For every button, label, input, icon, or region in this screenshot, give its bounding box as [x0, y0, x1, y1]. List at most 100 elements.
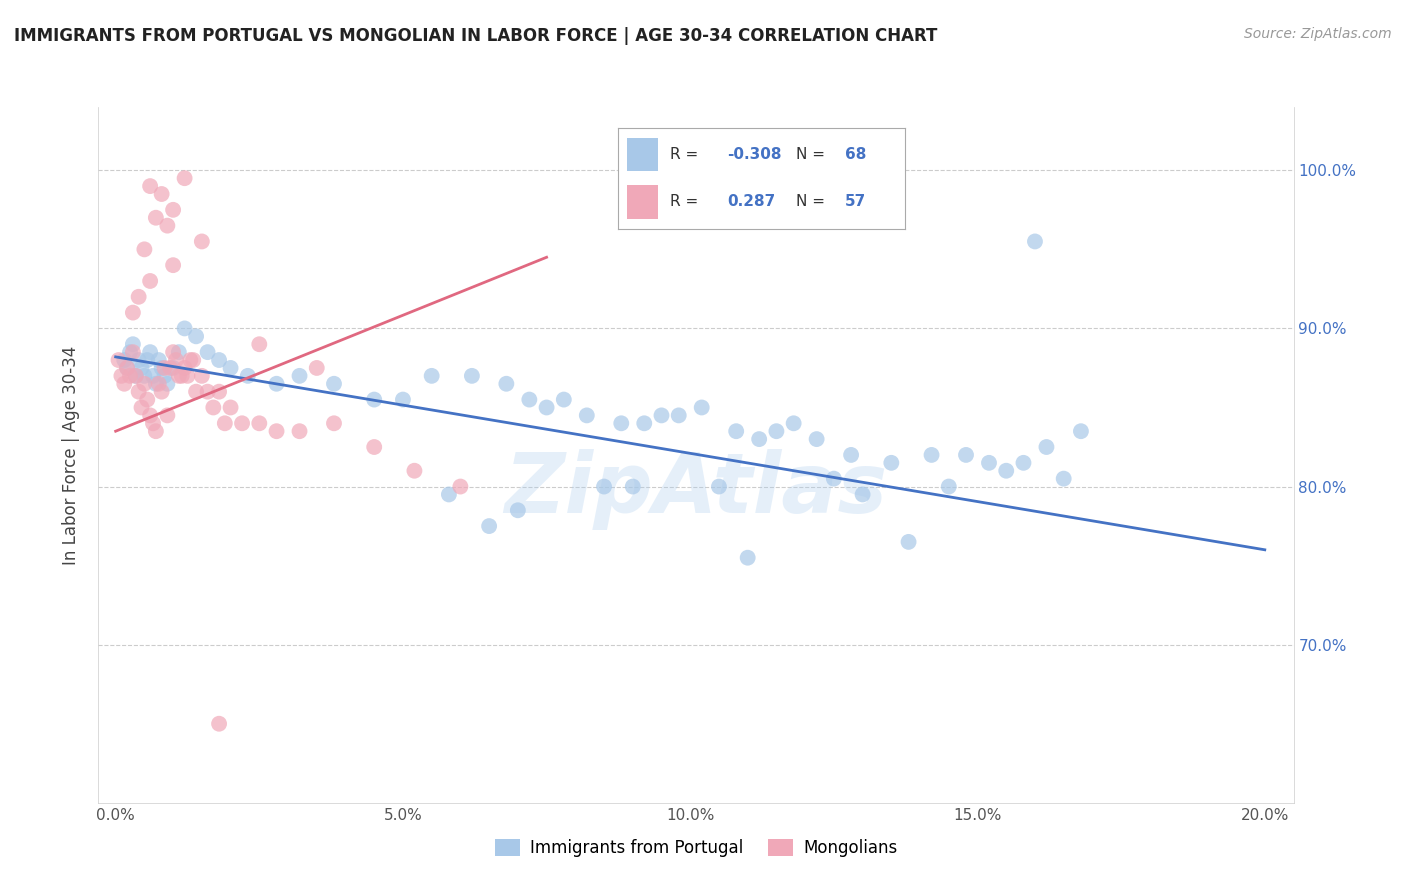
Legend: Immigrants from Portugal, Mongolians: Immigrants from Portugal, Mongolians	[488, 832, 904, 864]
Point	[782, 417, 804, 431]
Point	[145, 376, 167, 391]
Point	[125, 368, 148, 383]
Point	[897, 534, 920, 549]
Point	[650, 409, 672, 423]
Point	[208, 353, 231, 368]
Point	[112, 376, 135, 391]
Point	[122, 337, 145, 351]
Point	[610, 417, 633, 431]
Point	[139, 345, 162, 359]
Point	[478, 519, 501, 533]
Point	[128, 384, 150, 399]
Y-axis label: In Labor Force | Age 30-34: In Labor Force | Age 30-34	[62, 345, 80, 565]
Point	[148, 353, 170, 368]
Point	[305, 360, 328, 375]
Point	[288, 368, 311, 383]
Point	[176, 368, 198, 383]
Point	[170, 368, 193, 383]
Point	[1070, 424, 1092, 438]
Point	[167, 345, 190, 359]
Point	[288, 424, 311, 438]
Point	[184, 329, 207, 343]
Point	[150, 360, 173, 375]
Point	[115, 360, 138, 375]
Point	[208, 384, 231, 399]
Point	[162, 360, 184, 375]
Point	[938, 479, 960, 493]
Point	[219, 401, 242, 415]
Point	[202, 401, 225, 415]
Point	[461, 368, 484, 383]
Point	[197, 384, 219, 399]
Point	[392, 392, 415, 407]
Point	[118, 368, 141, 383]
Point	[707, 479, 730, 493]
Point	[156, 376, 179, 391]
Point	[156, 219, 179, 233]
Point	[150, 384, 173, 399]
Point	[977, 456, 1000, 470]
Point	[737, 550, 759, 565]
Point	[404, 464, 426, 478]
Point	[162, 258, 184, 272]
Point	[1053, 472, 1076, 486]
Point	[162, 345, 184, 359]
Point	[323, 417, 346, 431]
Point	[136, 353, 159, 368]
Point	[621, 479, 644, 493]
Point	[145, 211, 167, 225]
Point	[136, 392, 159, 407]
Point	[131, 360, 153, 375]
Point	[167, 368, 190, 383]
Point	[107, 353, 129, 368]
Point	[247, 417, 270, 431]
Point	[162, 202, 184, 217]
Point	[115, 360, 138, 375]
Point	[173, 321, 195, 335]
Point	[995, 464, 1018, 478]
Point	[214, 417, 236, 431]
Point	[181, 353, 204, 368]
Point	[823, 472, 845, 486]
Point	[806, 432, 828, 446]
Point	[148, 376, 170, 391]
Point	[118, 345, 141, 359]
Text: IMMIGRANTS FROM PORTUGAL VS MONGOLIAN IN LABOR FORCE | AGE 30-34 CORRELATION CHA: IMMIGRANTS FROM PORTUGAL VS MONGOLIAN IN…	[14, 27, 938, 45]
Point	[690, 401, 713, 415]
Point	[495, 376, 517, 391]
Point	[122, 305, 145, 319]
Point	[420, 368, 443, 383]
Point	[575, 409, 598, 423]
Point	[134, 376, 156, 391]
Point	[142, 417, 165, 431]
Point	[110, 368, 132, 383]
Point	[139, 179, 162, 194]
Point	[139, 274, 162, 288]
Point	[159, 360, 181, 375]
Point	[517, 392, 540, 407]
Point	[236, 368, 259, 383]
Point	[150, 186, 173, 201]
Point	[165, 353, 187, 368]
Point	[1035, 440, 1057, 454]
Point	[247, 337, 270, 351]
Point	[184, 384, 207, 399]
Point	[449, 479, 471, 493]
Point	[173, 360, 195, 375]
Point	[219, 360, 242, 375]
Point	[363, 392, 385, 407]
Point	[208, 716, 231, 731]
Point	[153, 360, 176, 375]
Point	[553, 392, 575, 407]
Point	[852, 487, 875, 501]
Point	[197, 345, 219, 359]
Point	[725, 424, 748, 438]
Text: Source: ZipAtlas.com: Source: ZipAtlas.com	[1244, 27, 1392, 41]
Point	[536, 401, 558, 415]
Point	[125, 368, 148, 383]
Point	[128, 353, 150, 368]
Point	[153, 368, 176, 383]
Point	[142, 368, 165, 383]
Point	[1012, 456, 1035, 470]
Point	[839, 448, 862, 462]
